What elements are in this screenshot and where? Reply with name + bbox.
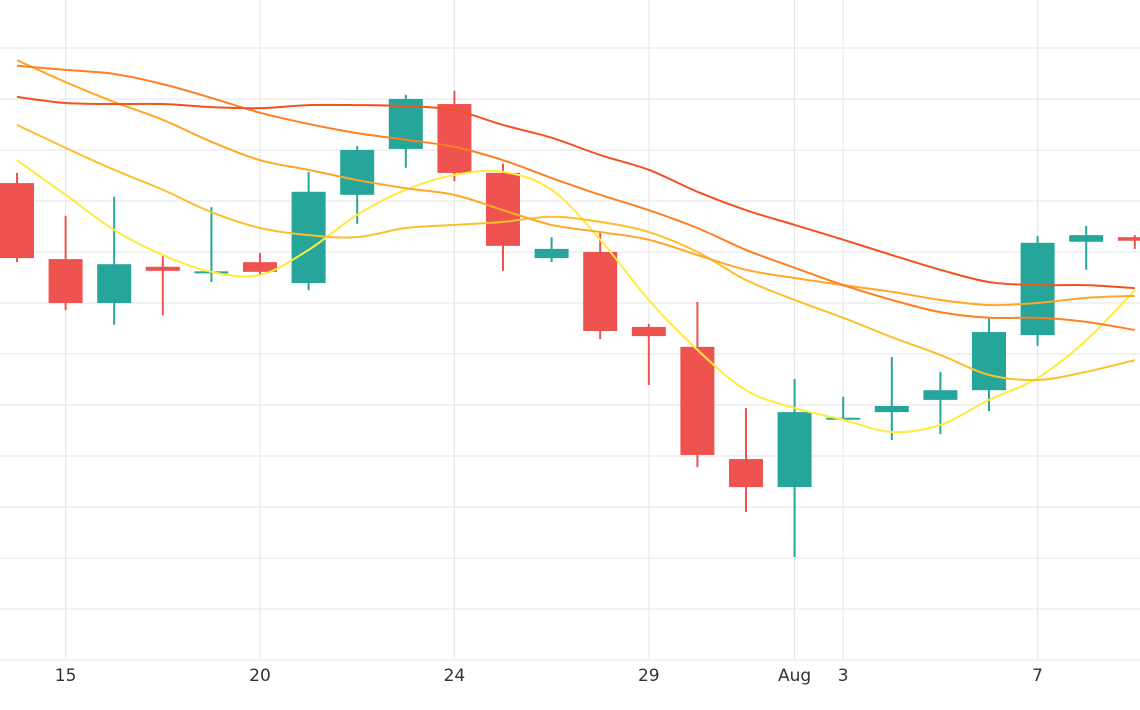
candle-body	[0, 183, 34, 259]
ma-line	[16, 59, 1135, 307]
candle-body	[923, 390, 958, 400]
candle-body	[972, 332, 1006, 391]
candle-body	[826, 417, 861, 420]
x-tick-label: 7	[1032, 666, 1043, 686]
x-tick-label: 20	[249, 666, 271, 686]
candle-body	[534, 248, 569, 259]
candle-body	[243, 262, 277, 272]
candle-body	[145, 266, 180, 271]
candle-body	[874, 405, 909, 413]
candle-body	[1020, 242, 1055, 336]
ma-line	[16, 64, 1135, 331]
candle-body	[97, 264, 132, 303]
ma-line	[16, 95, 1135, 290]
candle-body	[437, 104, 472, 173]
x-tick-label: 24	[444, 666, 466, 686]
candle-body	[1069, 235, 1104, 242]
ma-line	[16, 159, 1136, 434]
x-tick-label: 3	[838, 666, 849, 686]
ma-line	[16, 124, 1136, 382]
candle-body	[631, 326, 666, 337]
x-tick-label: Aug	[778, 666, 811, 686]
candle-body	[729, 459, 763, 488]
candle-body	[777, 412, 812, 488]
candle-body	[1117, 237, 1140, 241]
candle-body	[340, 149, 375, 195]
x-tick-label: 15	[55, 666, 77, 686]
x-tick-label: 29	[638, 666, 660, 686]
candle-body	[680, 346, 715, 455]
candle-body	[48, 259, 83, 303]
candle-body	[583, 251, 618, 332]
candle-body	[291, 191, 326, 284]
